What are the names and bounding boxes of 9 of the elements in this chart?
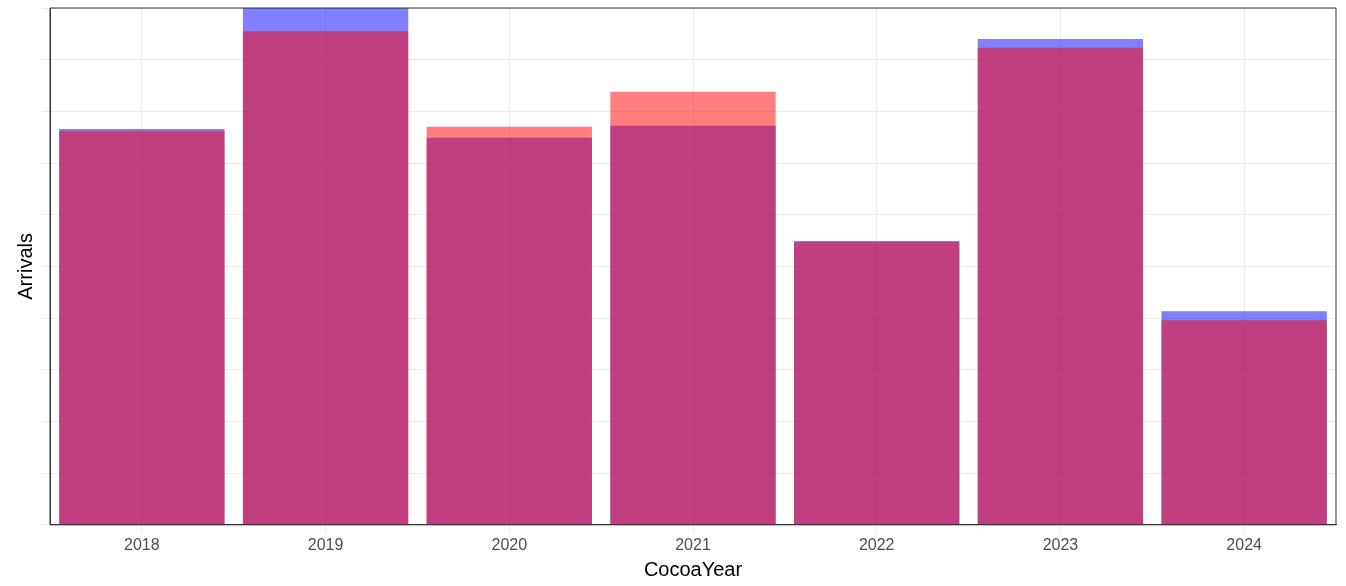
x-tick-label: 2020 xyxy=(491,535,528,553)
x-axis-title: CocoaYear xyxy=(643,557,743,580)
x-tick-label: 2023 xyxy=(1042,535,1079,553)
x-tick-label: 2018 xyxy=(124,535,160,553)
x-tick-label: 2019 xyxy=(307,535,344,553)
y-axis-title: Arrivals xyxy=(13,233,36,300)
x-tick-label: 2021 xyxy=(675,535,711,553)
x-tick-label: 2022 xyxy=(858,535,895,553)
x-tick-label: 2024 xyxy=(1226,535,1263,553)
